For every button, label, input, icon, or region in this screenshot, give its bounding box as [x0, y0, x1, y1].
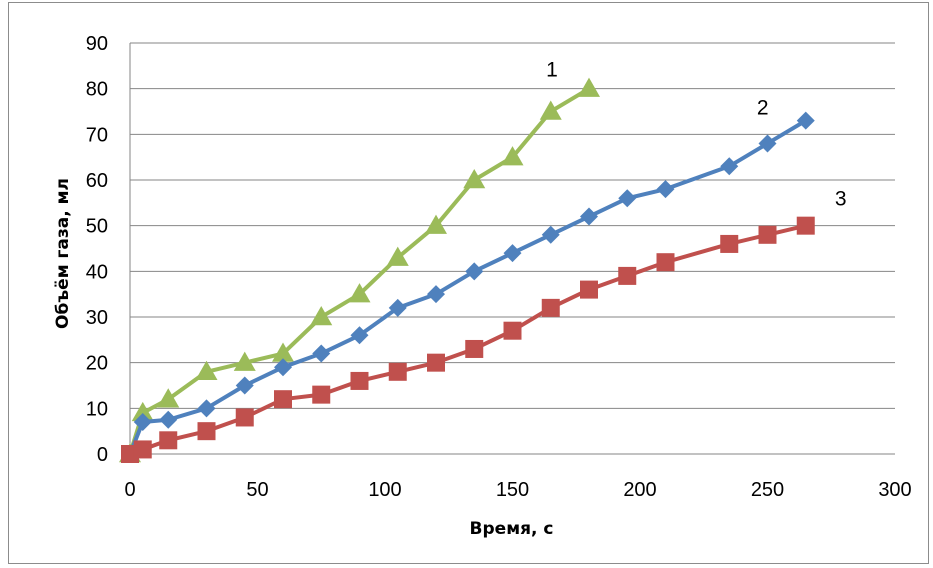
series-2-point	[312, 344, 331, 363]
x-tick-label: 100	[368, 479, 401, 501]
series-2-point	[427, 285, 445, 304]
series-3-point	[796, 216, 815, 235]
series-3-point	[720, 234, 739, 253]
series-2-point	[580, 207, 598, 226]
series-3-point	[656, 253, 675, 272]
series-3-point	[427, 353, 445, 372]
series-label-3: 3	[835, 188, 847, 211]
series-2-point	[503, 244, 522, 263]
series-2-point	[796, 111, 815, 130]
series-1-point	[463, 169, 486, 189]
series-2-point	[541, 225, 560, 244]
series-3-point	[503, 321, 522, 340]
y-tick-label: 30	[86, 307, 108, 329]
series-1-point	[386, 246, 409, 266]
series-3-point	[758, 225, 777, 244]
series-3-point	[618, 266, 637, 285]
series-3-point	[197, 422, 216, 441]
y-tick-label: 50	[86, 216, 108, 238]
series-2-point	[197, 399, 216, 418]
series-2-point	[235, 376, 254, 395]
series-label-1: 1	[546, 59, 558, 82]
series-3-point	[274, 390, 292, 409]
series-3-line	[129, 223, 807, 456]
series-1-point	[501, 146, 524, 166]
x-tick-label: 300	[878, 479, 911, 501]
series-3-point	[350, 371, 369, 390]
chart-area	[8, 2, 929, 564]
y-tick-label: 10	[86, 398, 108, 420]
series-2-point	[159, 410, 178, 429]
series-label-2: 2	[757, 97, 769, 120]
x-tick-label: 0	[124, 479, 135, 501]
series-1-point	[131, 401, 154, 422]
series-3-point	[133, 440, 152, 459]
series-3-point	[541, 298, 560, 317]
x-tick-label: 250	[751, 479, 784, 501]
series-1-point	[310, 306, 333, 326]
series-2-point	[758, 134, 777, 153]
x-tick-label: 50	[246, 479, 268, 501]
series-2-point	[618, 189, 637, 208]
series-1-point	[539, 100, 562, 120]
series-2-point	[274, 358, 292, 377]
series-1-point	[233, 351, 256, 371]
series-2-point	[465, 262, 484, 281]
series-2-point	[720, 157, 739, 176]
series-3-point	[159, 431, 178, 450]
x-tick-label: 200	[623, 479, 656, 501]
series-3-point	[235, 408, 254, 427]
series-1-point	[272, 342, 294, 362]
y-tick-label: 40	[86, 261, 108, 283]
y-tick-label: 80	[86, 79, 108, 101]
series-1-point	[157, 388, 180, 408]
y-tick-label: 0	[97, 444, 108, 466]
series-3-point	[312, 385, 331, 404]
y-axis-title: Объём газа, мл	[53, 178, 73, 329]
series-3-point	[580, 280, 598, 299]
series-2-point	[350, 326, 369, 345]
series-2-point	[656, 180, 675, 199]
x-axis-title: Время, с	[470, 519, 554, 539]
y-tick-label: 20	[86, 353, 108, 375]
series-2-point	[388, 298, 407, 317]
y-tick-label: 60	[86, 170, 108, 192]
series-1-point	[578, 77, 600, 97]
series-1-point	[425, 214, 447, 234]
series-1-point	[348, 283, 371, 303]
x-tick-label: 150	[496, 479, 529, 501]
series-3-point	[388, 362, 407, 381]
y-tick-label: 70	[86, 124, 108, 146]
series-1-point	[195, 360, 218, 381]
series-2-line	[128, 118, 807, 455]
series-2-point	[133, 413, 152, 432]
y-tick-label: 90	[86, 33, 108, 55]
series-3-point	[465, 339, 484, 358]
